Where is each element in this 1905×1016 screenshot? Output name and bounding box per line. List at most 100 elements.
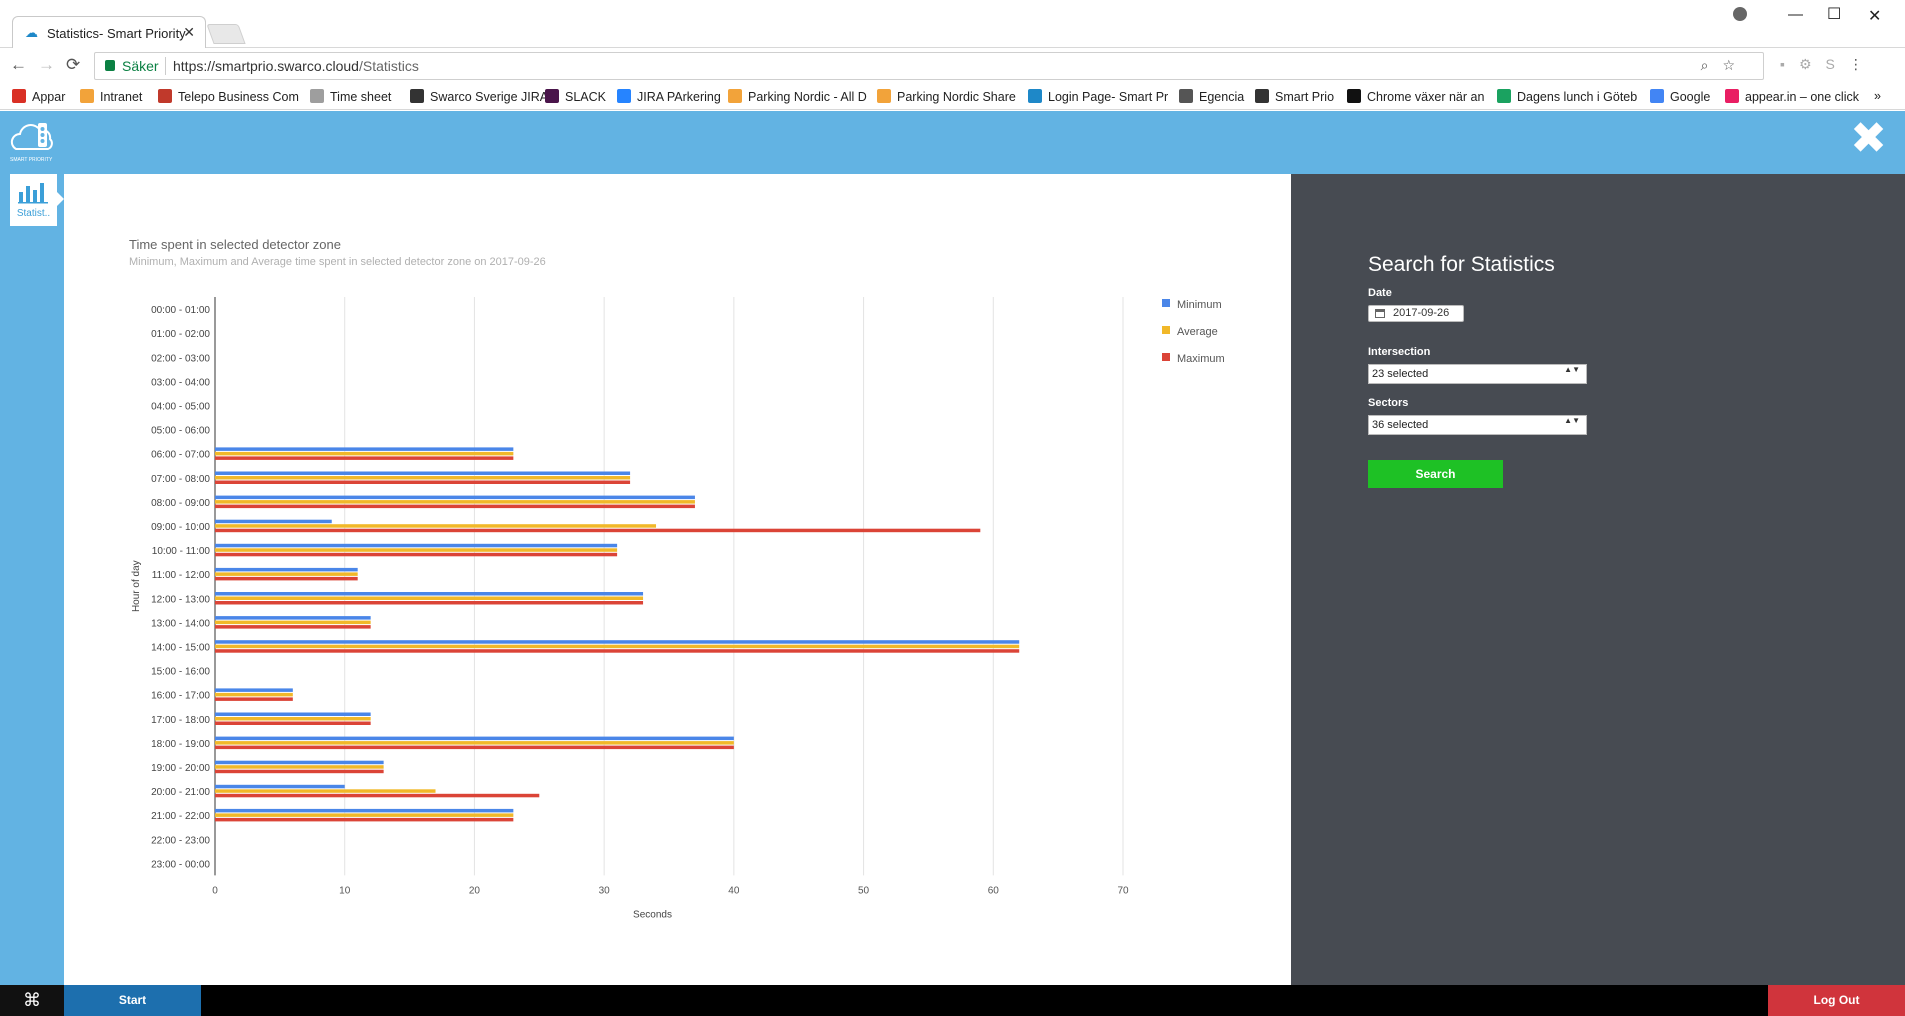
bar-minimum (215, 736, 734, 741)
y-axis-title: Hour of day (131, 560, 142, 612)
intersection-value: 23 selected (1372, 368, 1429, 380)
bookmark-label: Egencia (1199, 90, 1245, 104)
maximize-icon[interactable]: ☐ (1827, 6, 1842, 23)
menu-icon[interactable]: ⋮ (1848, 56, 1877, 72)
tab-close-icon[interactable]: ✕ (183, 24, 195, 40)
logout-button[interactable]: Log Out (1768, 985, 1905, 1016)
bar-minimum (215, 519, 332, 524)
intersection-select[interactable]: 23 selected ▲▼ (1368, 364, 1587, 384)
x-tick-label: 0 (212, 885, 218, 896)
bar-average (215, 741, 734, 745)
extension-icon[interactable]: ⚙ (1798, 56, 1826, 72)
x-axis-title: Seconds (633, 909, 672, 920)
bookmark-label: SLACK (565, 90, 606, 104)
bookmark-icon (158, 89, 172, 103)
secure-label: Säker (122, 58, 159, 74)
y-tick-label: 08:00 - 09:00 (151, 498, 210, 509)
bookmark-item[interactable]: Smart Prio (1255, 89, 1334, 104)
start-button[interactable]: Start (64, 985, 201, 1016)
zoom-icon[interactable]: ⌕ (1700, 57, 1723, 73)
date-field[interactable]: 2017-09-26 (1368, 305, 1464, 322)
bar-chart-icon (18, 183, 48, 204)
bookmark-item[interactable]: Swarco Sverige JIRA (410, 89, 548, 104)
skype-icon[interactable]: S (1825, 56, 1849, 72)
bookmark-icon (1028, 89, 1042, 103)
bar-minimum (215, 495, 695, 500)
minimize-icon[interactable]: — (1788, 6, 1803, 23)
bar-minimum (215, 592, 644, 596)
close-icon[interactable]: ✖ (1850, 114, 1887, 163)
legend-swatch (1162, 353, 1170, 361)
bookmark-item[interactable]: JIRA PArkering (617, 89, 721, 104)
legend-swatch (1162, 299, 1170, 307)
omnibox-icons[interactable]: ⌕☆ (1701, 57, 1749, 74)
bar-maximum (215, 504, 695, 509)
y-tick-label: 05:00 - 06:00 (151, 426, 210, 437)
bookmark-item[interactable]: Telepo Business Com (158, 89, 299, 104)
y-tick-label: 11:00 - 12:00 (152, 570, 211, 581)
url-text[interactable]: https://smartprio.swarco.cloud/Statistic… (173, 58, 419, 74)
bar-maximum (215, 817, 514, 822)
bar-maximum (215, 769, 384, 774)
bookmark-icon (1650, 89, 1664, 103)
extension-icons[interactable]: ▪⚙S⋮ (1780, 56, 1877, 73)
bar-average (215, 596, 644, 600)
bookmark-item[interactable]: appear.in – one click (1725, 89, 1859, 104)
bookmark-item[interactable]: Dagens lunch i Göteb (1497, 89, 1637, 104)
browser-tab[interactable]: ☁ Statistics- Smart Priority ✕ (12, 16, 206, 48)
y-tick-label: 17:00 - 18:00 (151, 715, 210, 726)
back-icon[interactable]: ← (10, 55, 27, 74)
lock-icon (105, 60, 115, 71)
bookmark-label: Login Page- Smart Pr (1048, 90, 1169, 104)
footer: ⌘ Start Log Out (0, 985, 1905, 1016)
address-bar[interactable]: Säker https://smartprio.swarco.cloud/Sta… (94, 52, 1764, 80)
bar-minimum (215, 471, 631, 475)
bar-maximum (215, 601, 644, 605)
bookmark-label: Dagens lunch i Göteb (1517, 90, 1638, 104)
y-tick-label: 10:00 - 11:00 (152, 546, 211, 557)
bookmark-label: Parking Nordic - All D (748, 90, 867, 104)
select-arrows-icon: ▲▼ (1564, 365, 1580, 374)
bookmark-icon (877, 89, 891, 103)
search-button[interactable]: Search (1368, 460, 1503, 488)
bookmark-label: JIRA PArkering (637, 90, 721, 104)
sectors-select[interactable]: 36 selected ▲▼ (1368, 415, 1587, 435)
x-tick-label: 30 (599, 885, 611, 896)
bookmark-item[interactable]: SLACK (545, 89, 606, 104)
y-tick-label: 21:00 - 22:00 (151, 811, 210, 822)
bookmark-item[interactable]: Appar (12, 89, 65, 104)
chart-title: Time spent in selected detector zone (129, 237, 341, 252)
bar-average (215, 500, 695, 504)
bar-minimum (215, 760, 384, 765)
bookmark-item[interactable]: Intranet (80, 89, 142, 104)
bookmark-item[interactable]: Chrome växer när an (1347, 89, 1484, 104)
bookmark-item[interactable]: Parking Nordic - All D (728, 89, 867, 104)
cloud-icon: ☁ (25, 25, 38, 40)
logo-text: SMART PRIORITY (10, 157, 53, 163)
sidebar-item-statistics[interactable]: Statist.. (10, 174, 64, 226)
x-tick-label: 20 (469, 885, 481, 896)
bookmark-label: Google (1670, 90, 1711, 104)
star-icon[interactable]: ☆ (1722, 57, 1749, 73)
sidebar: Statist.. (0, 174, 64, 985)
bookmark-item[interactable]: Google (1650, 89, 1710, 104)
bookmark-icon (545, 89, 559, 103)
forward-icon[interactable]: → (38, 55, 55, 74)
more-bookmarks-icon[interactable]: » (1874, 89, 1881, 103)
y-tick-label: 03:00 - 04:00 (151, 377, 210, 388)
window-close-icon[interactable]: ✕ (1868, 8, 1882, 25)
profile-icon[interactable] (1733, 7, 1747, 21)
reload-icon[interactable]: ⟳ (66, 55, 81, 74)
bookmark-item[interactable]: Login Page- Smart Pr (1028, 89, 1168, 104)
bar-maximum (215, 793, 540, 798)
smart-priority-logo: SMART PRIORITY (10, 123, 53, 163)
bar-maximum (215, 480, 631, 484)
url-separator (165, 57, 166, 75)
bar-maximum (215, 697, 293, 701)
bar-minimum (215, 808, 514, 813)
bookmark-item[interactable]: Parking Nordic Share (877, 89, 1016, 104)
extension-icon[interactable]: ▪ (1780, 56, 1799, 72)
app-header: SMART PRIORITY ✖ (0, 111, 1905, 174)
bookmark-item[interactable]: Egencia (1179, 89, 1244, 104)
bookmark-item[interactable]: Time sheet (310, 89, 391, 104)
